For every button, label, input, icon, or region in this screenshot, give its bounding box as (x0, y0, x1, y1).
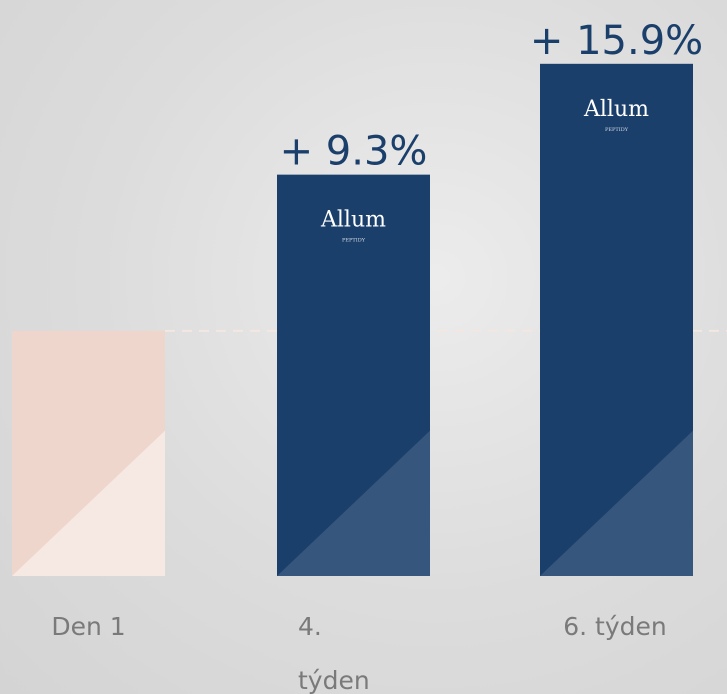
bar-shine (277, 430, 430, 576)
brand-name: Allum (320, 208, 386, 233)
brand-name: Allum (583, 97, 649, 122)
x-tick-label: 6. týden (563, 612, 667, 641)
bar-shine (540, 430, 693, 576)
brand-tagline: PEPTIDY (605, 127, 629, 133)
value-label: + 15.9% (530, 18, 703, 64)
brand-tagline: PEPTIDY (342, 238, 366, 244)
bar (277, 174, 430, 577)
x-tick-label: 4. týden (298, 612, 370, 694)
bar (540, 63, 693, 576)
value-label: + 9.3% (280, 129, 428, 175)
x-tick-label: Den 1 (51, 612, 126, 641)
bar (12, 330, 165, 576)
bar-shine (12, 430, 165, 576)
